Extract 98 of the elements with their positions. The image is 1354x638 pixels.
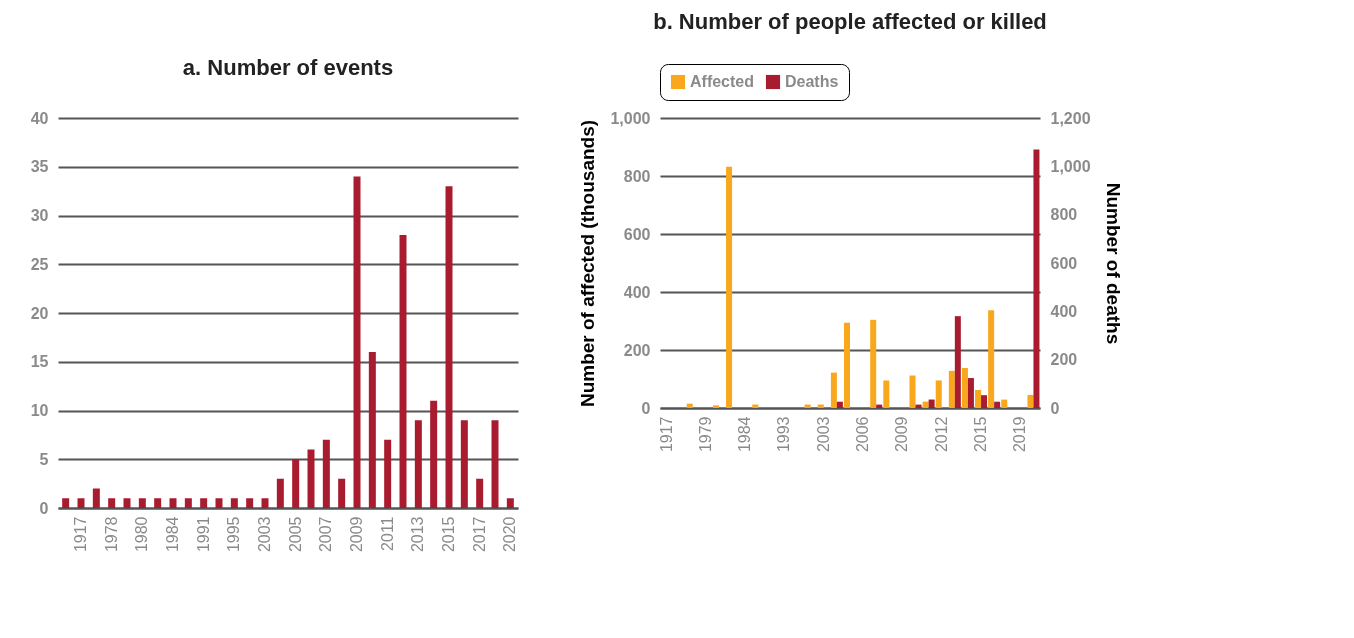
bar <box>276 478 284 508</box>
bar <box>307 449 315 508</box>
bar <box>935 380 942 408</box>
bar <box>870 319 877 408</box>
bar <box>445 186 453 508</box>
bar <box>184 498 192 508</box>
bar <box>1027 394 1034 408</box>
y-tick-label: 20 <box>30 304 49 322</box>
x-tick-label: 2020 <box>501 516 519 553</box>
bar <box>123 498 131 508</box>
bar <box>954 316 961 408</box>
x-tick-label: 1917 <box>72 516 89 553</box>
x-tick-label: 2003 <box>814 416 832 453</box>
y2-tick-label: 1,000 <box>1050 157 1091 175</box>
y-tick-label: 5 <box>39 450 49 468</box>
bar <box>726 166 733 408</box>
x-tick-label: 2019 <box>1011 416 1029 453</box>
bar <box>261 498 269 508</box>
bar <box>491 420 499 508</box>
y-tick-label: 35 <box>30 158 49 176</box>
bar <box>476 478 484 508</box>
y2-tick-label: 600 <box>1050 254 1078 272</box>
bar <box>399 235 407 508</box>
y2-tick-label: 800 <box>1050 206 1078 224</box>
x-tick-label: 1979 <box>696 416 714 453</box>
bar <box>844 322 850 408</box>
x-tick-label: 1917 <box>657 416 675 453</box>
bar <box>876 404 883 408</box>
bar <box>836 401 843 408</box>
bar <box>1033 149 1040 408</box>
bar <box>460 420 468 508</box>
y2-tick-label: 1,200 <box>1050 109 1091 127</box>
y2-tick-label: 0 <box>1050 399 1060 417</box>
y-tick-label: 0 <box>39 499 49 517</box>
bar <box>215 498 223 508</box>
bar <box>368 352 376 508</box>
bar <box>138 498 146 508</box>
x-tick-label: 2007 <box>317 516 335 553</box>
bar <box>712 405 719 408</box>
x-tick-label: 2015 <box>972 416 990 453</box>
legend-label: Affected <box>690 73 755 90</box>
x-tick-label: 2009 <box>348 516 365 553</box>
y-tick-label: 800 <box>623 167 651 185</box>
y-tick-label: 40 <box>30 109 49 127</box>
x-tick-label: 2011 <box>378 516 396 551</box>
y-tick-label: 600 <box>623 225 651 243</box>
x-tick-label: 2013 <box>409 516 427 553</box>
x-tick-label: 2006 <box>854 416 872 453</box>
bar <box>430 400 438 508</box>
y2-axis-title: Number of deaths <box>1102 182 1124 345</box>
y-tick-label: 10 <box>30 402 49 419</box>
y2-tick-label: 400 <box>1050 302 1078 320</box>
bar <box>77 498 85 508</box>
x-tick-label: 2009 <box>893 416 911 453</box>
y2-tick-label: 200 <box>1050 351 1078 369</box>
bar <box>200 498 208 508</box>
bar <box>62 498 70 508</box>
bar <box>246 498 254 508</box>
x-tick-label: 2017 <box>470 516 488 553</box>
y-tick-label: 0 <box>641 399 651 417</box>
bar <box>92 488 100 508</box>
chart-title: b. Number of people affected or killed <box>653 8 1047 34</box>
x-tick-label: 1984 <box>736 416 754 453</box>
y-tick-label: 25 <box>30 255 49 273</box>
bar <box>353 176 361 508</box>
bar <box>169 498 177 508</box>
x-tick-label: 1980 <box>133 516 151 553</box>
bar <box>292 459 300 508</box>
x-tick-label: 1978 <box>102 516 120 553</box>
x-tick-label: 1984 <box>164 516 181 553</box>
bar <box>154 498 162 508</box>
bar <box>909 375 916 408</box>
bar <box>414 420 422 508</box>
bar <box>988 310 995 408</box>
bar <box>830 372 837 408</box>
bar <box>686 403 693 408</box>
x-tick-label: 1991 <box>194 516 212 553</box>
y-tick-label: 15 <box>30 353 49 371</box>
bar <box>338 478 346 508</box>
bar <box>108 498 116 508</box>
y-tick-label: 1,000 <box>610 109 651 127</box>
x-tick-label: 2012 <box>932 416 950 453</box>
legend-label: Deaths <box>785 73 839 90</box>
y-tick-label: 200 <box>623 341 651 359</box>
bar <box>384 439 392 508</box>
x-tick-label: 2003 <box>256 516 273 553</box>
bar <box>230 498 238 508</box>
chart-title: a. Number of events <box>182 55 394 80</box>
y-tick-label: 30 <box>30 207 49 224</box>
bar <box>883 380 890 408</box>
x-tick-label: 2005 <box>286 516 304 553</box>
y-tick-label: 400 <box>623 283 651 301</box>
x-tick-label: 1995 <box>225 516 243 553</box>
x-tick-label: 1993 <box>775 416 793 453</box>
y-axis-title: Number of affected (thousands) <box>577 119 599 408</box>
bar <box>322 439 330 508</box>
x-tick-label: 2015 <box>440 516 457 553</box>
bar <box>506 498 514 508</box>
